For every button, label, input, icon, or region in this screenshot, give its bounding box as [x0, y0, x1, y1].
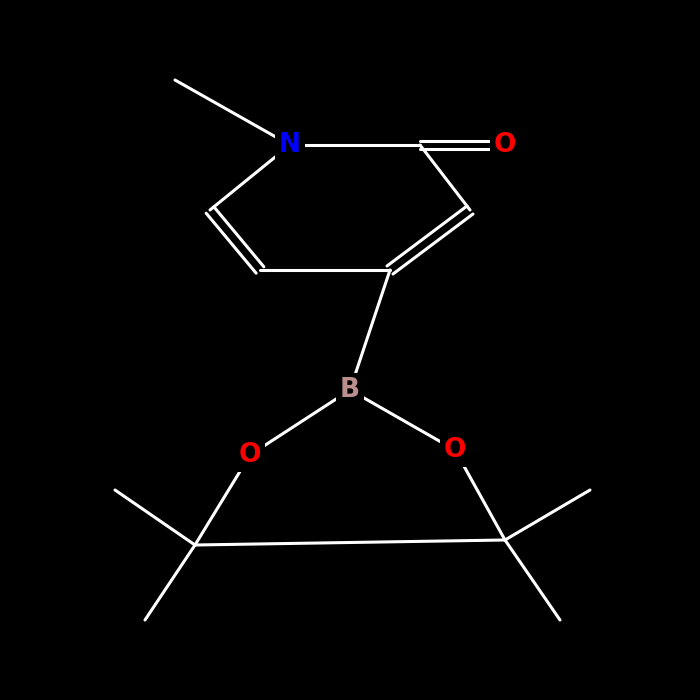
Text: O: O [494, 132, 517, 158]
Text: O: O [444, 437, 466, 463]
Text: O: O [239, 442, 261, 468]
Text: N: N [279, 132, 301, 158]
Text: B: B [340, 377, 360, 403]
